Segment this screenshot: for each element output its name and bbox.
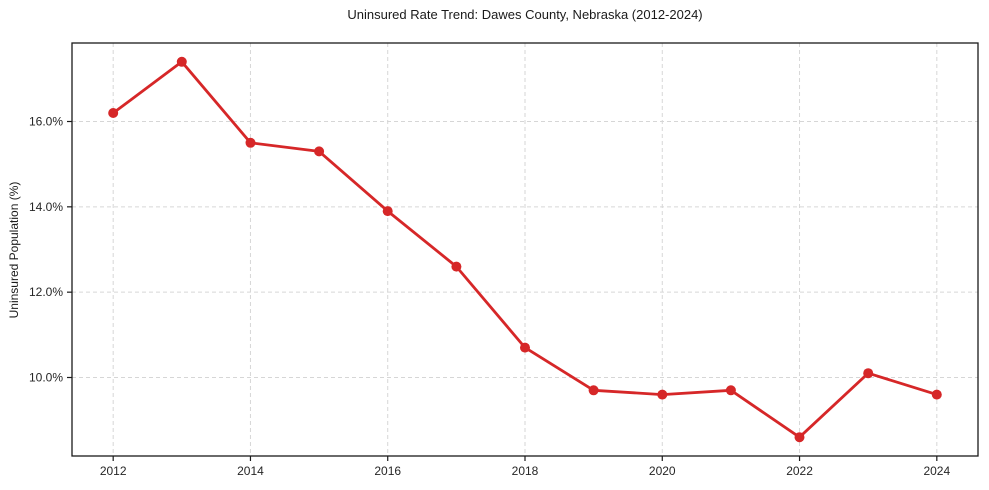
data-point-marker xyxy=(588,385,599,396)
data-point-marker xyxy=(176,56,187,67)
y-tick-label: 12.0% xyxy=(29,285,63,299)
chart-title: Uninsured Rate Trend: Dawes County, Nebr… xyxy=(347,7,703,22)
y-tick-label: 14.0% xyxy=(29,200,63,214)
data-point-marker xyxy=(725,385,736,396)
data-point-marker xyxy=(382,206,393,217)
x-tick-label: 2014 xyxy=(237,464,264,478)
x-tick-label: 2012 xyxy=(100,464,127,478)
x-tick-label: 2022 xyxy=(786,464,813,478)
data-point-marker xyxy=(520,342,530,353)
y-tick-label: 16.0% xyxy=(29,115,63,129)
x-tick-label: 2024 xyxy=(923,464,950,478)
data-point-marker xyxy=(245,137,256,148)
data-point-marker xyxy=(863,368,874,379)
x-tick-label: 2020 xyxy=(649,464,676,478)
data-point-marker xyxy=(794,432,805,443)
data-point-marker xyxy=(108,108,119,118)
data-point-marker xyxy=(451,261,462,272)
data-point-marker xyxy=(931,389,942,400)
y-tick-label: 10.0% xyxy=(29,370,63,384)
x-tick-label: 2018 xyxy=(512,464,539,478)
x-tick-label: 2016 xyxy=(374,464,401,478)
data-point-marker xyxy=(314,146,325,157)
data-point-marker xyxy=(657,389,668,400)
